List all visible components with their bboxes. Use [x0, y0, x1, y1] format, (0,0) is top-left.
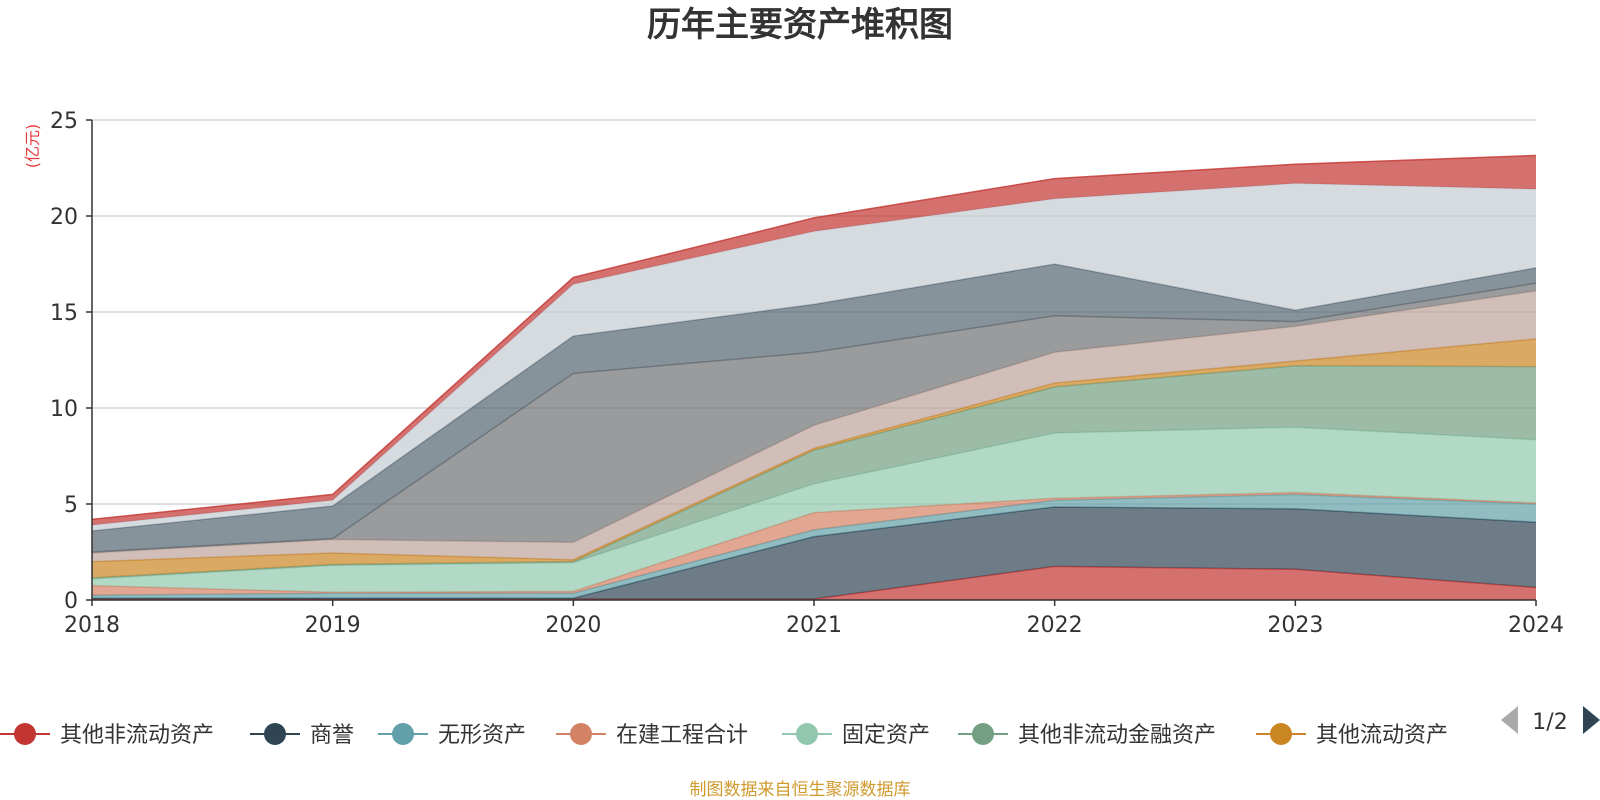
area-series-1 — [92, 566, 1536, 600]
legend-item[interactable]: 其他流动资产 — [1256, 723, 1448, 748]
x-tick-label: 2018 — [64, 613, 120, 638]
area-series-edge-12 — [91, 154, 1537, 521]
legend-dot-icon — [972, 723, 994, 745]
x-tick-label: 2020 — [545, 613, 601, 638]
y-tick-label: 25 — [50, 109, 78, 134]
legend-label: 其他流动资产 — [1316, 723, 1448, 748]
axes — [86, 119, 1537, 606]
area-series-6 — [92, 365, 1536, 579]
source-note: 制图数据来自恒生聚源数据库 — [690, 780, 911, 800]
area-series-8 — [92, 290, 1536, 562]
legend-pager: 1/2 — [1501, 706, 1600, 735]
legend-dot-icon — [1270, 723, 1292, 745]
x-tick-label: 2024 — [1508, 613, 1564, 638]
x-tick-label: 2021 — [786, 613, 842, 638]
legend: 其他非流动资产 商誉 无形资产 在建工程合计 固定资产 其他非流动金融资产 其他流动资产 — [0, 723, 1448, 748]
x-tick-label: 2022 — [1027, 613, 1083, 638]
y-tick-label: 0 — [64, 589, 78, 614]
area-series-2 — [92, 506, 1536, 599]
area-series-10 — [92, 264, 1536, 552]
legend-item[interactable]: 在建工程合计 — [556, 723, 748, 748]
legend-dot-icon — [14, 723, 36, 745]
y-axis-unit: (亿元) — [23, 124, 42, 169]
area-series-9 — [92, 283, 1536, 553]
y-tick-label: 15 — [50, 301, 78, 326]
legend-label: 其他非流动金融资产 — [1018, 723, 1216, 748]
legend-item[interactable]: 固定资产 — [782, 723, 930, 748]
legend-label: 商誉 — [310, 723, 354, 748]
y-tick-labels: 0 5 10 15 20 25 — [50, 109, 78, 614]
legend-item[interactable]: 其他非流动资产 — [0, 723, 214, 748]
y-tick-label: 10 — [50, 397, 78, 422]
legend-item[interactable]: 无形资产 — [378, 723, 526, 748]
area-series-12 — [92, 155, 1536, 526]
area-series-7 — [92, 338, 1536, 578]
y-tick-label: 20 — [50, 205, 78, 230]
area-series — [91, 154, 1537, 600]
legend-label: 在建工程合计 — [616, 723, 748, 748]
legend-label: 其他非流动资产 — [60, 723, 214, 748]
area-series-5 — [92, 427, 1536, 593]
chart-title: 历年主要资产堆积图 — [647, 5, 953, 45]
legend-page-text: 1/2 — [1532, 710, 1567, 735]
area-series-11 — [92, 183, 1536, 531]
x-tick-label: 2019 — [305, 613, 361, 638]
legend-next-icon[interactable] — [1583, 706, 1600, 734]
x-tick-label: 2023 — [1267, 613, 1323, 638]
legend-dot-icon — [570, 723, 592, 745]
legend-dot-icon — [264, 723, 286, 745]
x-tick-labels: 2018 2019 2020 2021 2022 2023 2024 — [64, 613, 1564, 638]
legend-item[interactable]: 商誉 — [250, 723, 354, 748]
legend-label: 无形资产 — [438, 723, 526, 748]
legend-dot-icon — [392, 723, 414, 745]
legend-item[interactable]: 其他非流动金融资产 — [958, 723, 1216, 748]
legend-dot-icon — [796, 723, 818, 745]
area-series-3 — [92, 494, 1536, 599]
legend-prev-icon[interactable] — [1501, 706, 1518, 734]
legend-label: 固定资产 — [842, 723, 930, 748]
y-tick-label: 5 — [64, 493, 78, 518]
